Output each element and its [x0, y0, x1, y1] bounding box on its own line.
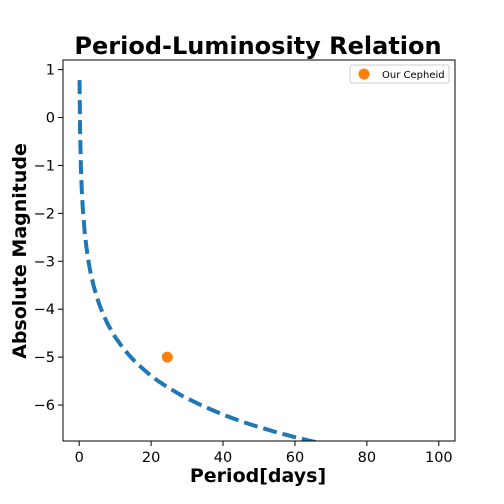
- x-tick-label: 0: [75, 450, 84, 466]
- x-axis-ticks: 0 20 40 60 80 100: [75, 441, 453, 466]
- x-tick-label: 40: [214, 450, 232, 466]
- x-axis-label: Period[days]: [190, 465, 326, 487]
- y-tick-label: −4: [34, 302, 55, 318]
- y-tick-label: 0: [46, 111, 55, 127]
- data-layer: [77, 80, 320, 441]
- plot-area: [62, 59, 456, 442]
- chart-title: Period-Luminosity Relation: [74, 32, 441, 60]
- y-axis-label: Absolute Magnitude: [9, 143, 31, 359]
- plot-frame: [62, 59, 456, 442]
- y-tick-label: −3: [34, 254, 55, 270]
- y-tick-label: −5: [34, 350, 55, 366]
- x-tick-label: 60: [286, 450, 304, 466]
- legend-box: [349, 64, 450, 84]
- legend-label: Our Cepheid: [382, 70, 445, 81]
- series-line-0: [77, 80, 320, 441]
- y-tick-label: −2: [34, 206, 55, 222]
- legend-marker: [358, 68, 370, 80]
- y-axis-ticks: 1 0 −1 −2 −3 −4 −5 −6: [34, 63, 63, 414]
- y-tick-label: 1: [46, 63, 55, 79]
- x-tick-label: 80: [358, 450, 376, 466]
- y-tick-label: −6: [34, 398, 55, 414]
- x-tick-label: 100: [425, 450, 453, 466]
- x-tick-label: 20: [142, 450, 160, 466]
- legend: Our Cepheid: [349, 64, 450, 84]
- cepheid-point: [161, 351, 173, 363]
- y-tick-label: −1: [34, 158, 55, 174]
